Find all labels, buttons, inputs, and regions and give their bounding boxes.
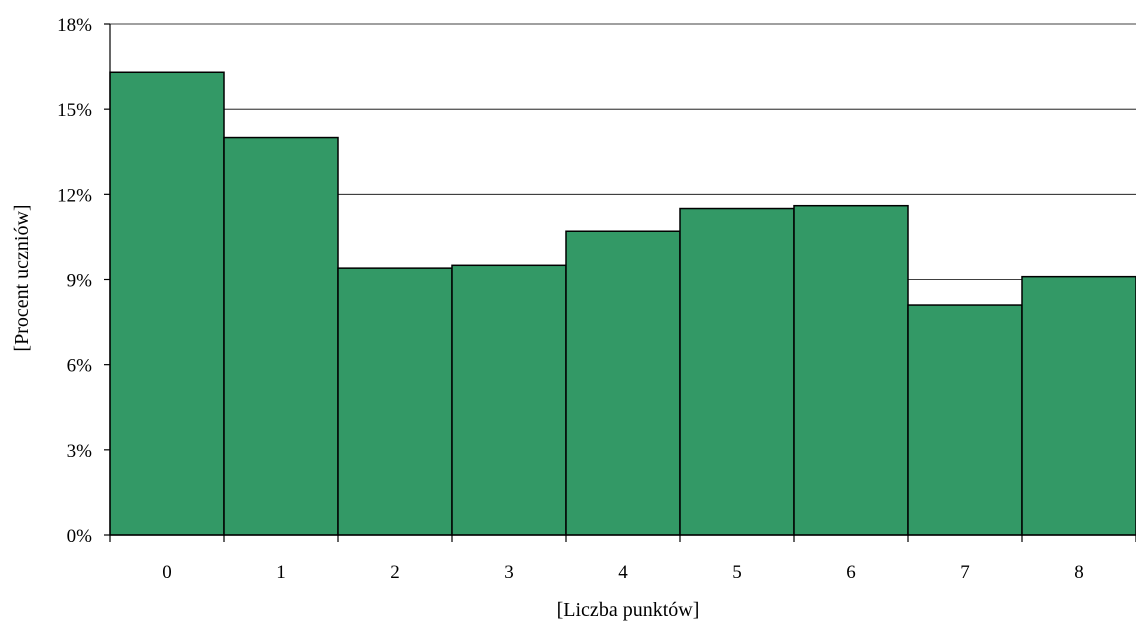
bar-2 — [337, 267, 453, 536]
y-tick-label: 18% — [57, 15, 92, 36]
bar-0 — [109, 71, 225, 536]
bar-5 — [679, 207, 795, 536]
y-tick-label: 3% — [67, 441, 93, 462]
x-tick-label: 4 — [618, 562, 628, 583]
bar-6 — [793, 204, 909, 536]
bar-4 — [565, 230, 681, 536]
x-tick-label: 8 — [1074, 562, 1084, 583]
x-axis-title: [Liczba punktów] — [557, 599, 700, 621]
y-tick-labels: 0% 3% 6% 9% 12% 15% 18% — [57, 15, 110, 547]
x-tick-label: 0 — [162, 562, 172, 583]
x-tick-label: 5 — [732, 562, 742, 583]
bars — [109, 71, 1136, 536]
x-tick-label: 2 — [390, 562, 400, 583]
bar-3 — [451, 264, 567, 536]
y-axis-title: [Procent uczniów] — [11, 204, 33, 351]
bar-7 — [907, 304, 1023, 536]
x-tick-label: 3 — [504, 562, 514, 583]
bar-1 — [223, 136, 339, 536]
y-tick-label: 12% — [57, 185, 92, 206]
y-tick-label: 15% — [57, 100, 92, 121]
x-tick-labels: 0 1 2 3 4 5 6 7 8 — [109, 535, 1136, 583]
x-tick-label: 6 — [846, 562, 856, 583]
y-tick-label: 6% — [67, 356, 93, 377]
x-tick-label: 1 — [276, 562, 286, 583]
y-tick-label: 9% — [67, 271, 93, 292]
y-tick-label: 0% — [67, 526, 93, 547]
x-tick-label: 7 — [960, 562, 970, 583]
bar-8 — [1021, 275, 1136, 536]
